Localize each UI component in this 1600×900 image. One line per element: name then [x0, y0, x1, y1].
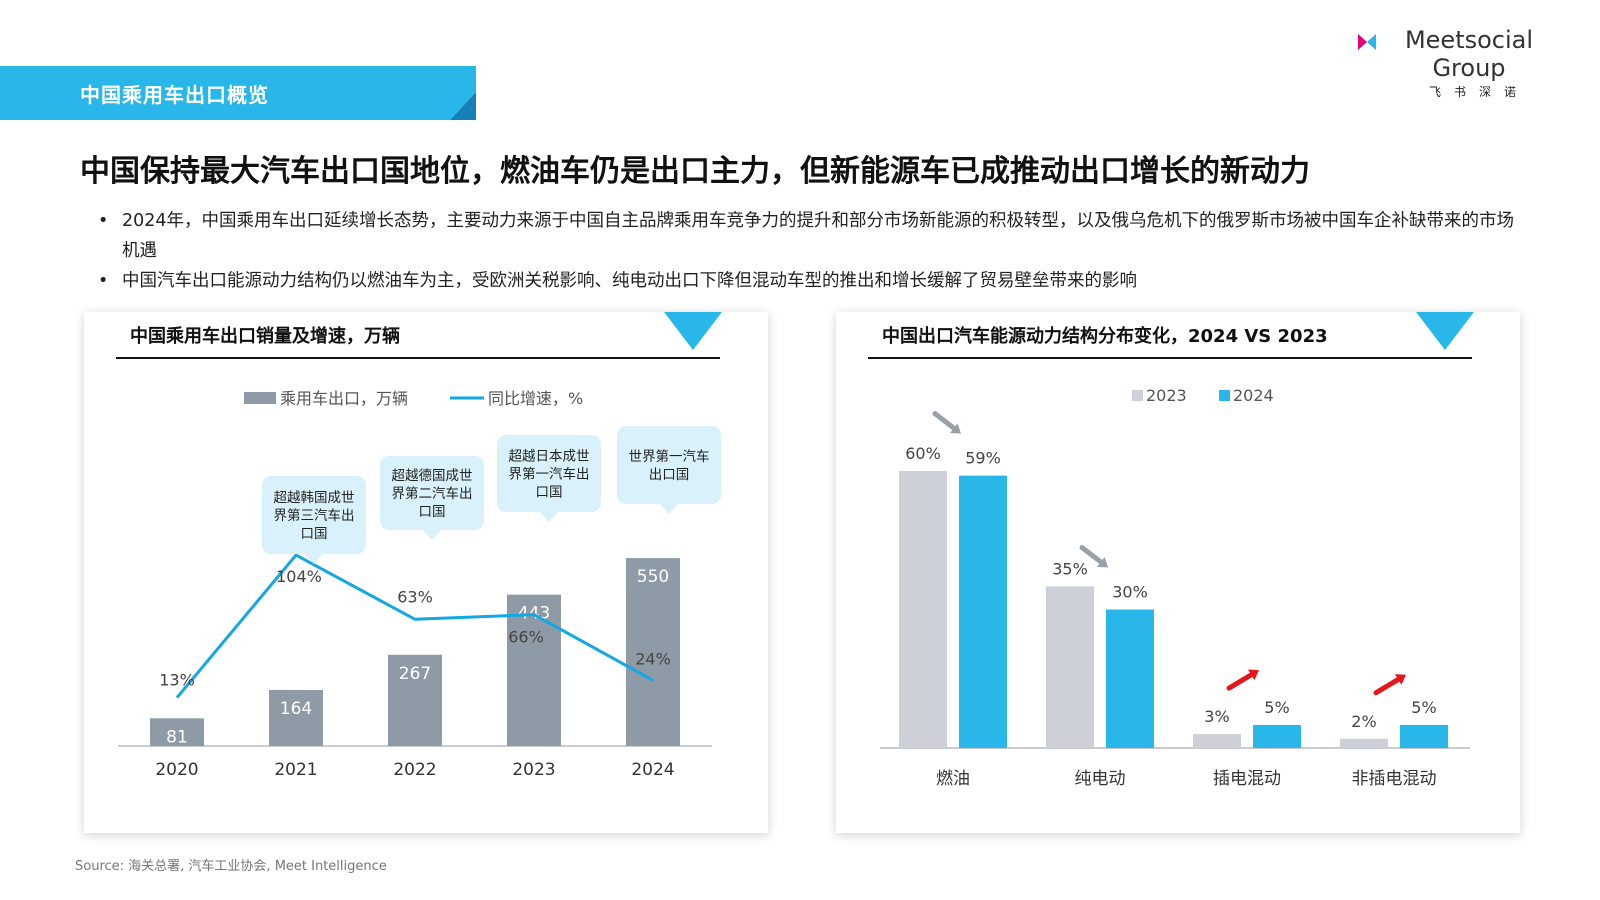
bullet-text: 2024年，中国乘用车出口延续增长态势，主要动力来源于中国自主品牌乘用车竞争力的… [122, 211, 1515, 261]
bar-value-label: 81 [166, 727, 188, 747]
milestone-callout-text: 口国 [536, 485, 563, 501]
milestone-callout-text: 出口国 [649, 467, 690, 483]
x-tick-label: 纯电动 [1075, 769, 1126, 789]
bar-2024-label: 30% [1112, 583, 1148, 602]
milestone-callout-text: 超越日本成世 [509, 449, 590, 465]
x-tick-label: 2023 [512, 760, 555, 780]
trend-arrow-icon [1226, 670, 1258, 691]
section-tag: 中国乘用车出口概览 [0, 66, 476, 120]
bar-2023 [1340, 738, 1388, 748]
callout-pointer [660, 504, 678, 514]
x-tick-label: 2020 [155, 760, 198, 780]
legend-bar-swatch [244, 392, 276, 404]
brand-logo: Meetsocial Group 飞书深诺 [1358, 26, 1562, 100]
callout-pointer [305, 554, 323, 564]
corner-marker-icon [1416, 312, 1474, 350]
callout-pointer [423, 530, 441, 540]
legend-2024-label: 2024 [1233, 386, 1274, 405]
energy-structure-chart-panel: 中国出口汽车能源动力结构分布变化，2024 VS 2023 2023 2024 60%… [836, 312, 1520, 833]
trend-arrow-icon [1079, 545, 1107, 567]
bar-2023 [1193, 734, 1241, 748]
bar-export-volume [388, 654, 442, 746]
legend-line-label: 同比增速，% [488, 389, 583, 408]
x-tick-label: 燃油 [936, 769, 970, 789]
summary-bullets: • 2024年，中国乘用车出口延续增长态势，主要动力来源于中国自主品牌乘用车竞争力… [98, 206, 1518, 296]
trend-arrow-icon [932, 411, 960, 434]
corner-marker-icon [664, 312, 722, 350]
bar-value-label: 164 [280, 699, 312, 719]
chart-title: 中国出口汽车能源动力结构分布变化，2024 VS 2023 [882, 325, 1328, 347]
growth-rate-label: 104% [276, 567, 322, 586]
milestone-callout [262, 476, 366, 554]
bullet-item: • 中国汽车出口能源动力结构仍以燃油车为主，受欧洲关税影响、纯电动出口下降但混动车… [98, 266, 1518, 296]
growth-rate-label: 24% [635, 649, 671, 668]
bar-2024-label: 5% [1264, 698, 1289, 717]
bar-2024 [1106, 609, 1154, 748]
page-headline: 中国保持最大汽车出口国地位，燃油车仍是出口主力，但新能源车已成推动出口增长的新动… [80, 154, 1310, 189]
legend-2024-swatch [1219, 390, 1230, 401]
bar-2024 [959, 475, 1007, 748]
legend-bar-label: 乘用车出口，万辆 [280, 389, 408, 408]
milestone-callout-text: 口国 [301, 526, 328, 542]
x-tick-label: 2024 [631, 760, 674, 780]
bar-export-volume [269, 689, 323, 746]
callout-pointer [540, 512, 558, 522]
milestone-callout [380, 456, 484, 530]
logo-mark-icon [1358, 34, 1376, 50]
bar-2023-label: 3% [1204, 707, 1229, 726]
growth-rate-line [175, 553, 654, 699]
milestone-callout-text: 口国 [419, 504, 446, 520]
trend-arrowhead-icon [950, 423, 961, 434]
bar-2024-label: 59% [965, 449, 1001, 468]
bar-2024 [1253, 724, 1301, 748]
legend-2023-label: 2023 [1146, 386, 1187, 405]
export-volume-chart-panel: 中国乘用车出口销量及增速，万辆乘用车出口，万辆 同比增速，% 81 2020 164 20… [84, 312, 768, 833]
source-note: Source: 海关总署, 汽车工业协会, Meet Intelligence [75, 859, 387, 874]
growth-rate-label: 63% [397, 587, 433, 606]
bar-2023-label: 35% [1052, 559, 1088, 578]
trend-arrowhead-icon [1097, 557, 1108, 568]
section-tag-label: 中国乘用车出口概览 [80, 83, 269, 107]
bullet-text: 中国汽车出口能源动力结构仍以燃油车为主，受欧洲关税影响、纯电动出口下降但混动车型… [122, 271, 1137, 291]
milestone-callout-text: 世界第一汽车 [629, 448, 710, 465]
trend-arrowhead-icon [1395, 674, 1406, 685]
milestone-callout [617, 426, 721, 504]
bar-export-volume [150, 718, 204, 746]
bar-value-label: 267 [399, 664, 431, 684]
bar-2023 [1046, 586, 1094, 748]
growth-rate-label: 13% [159, 671, 195, 690]
bar-2023-label: 2% [1351, 712, 1376, 731]
milestone-callout-text: 界第二汽车出 [392, 485, 473, 502]
bullet-dot-icon: • [98, 271, 109, 291]
energy-structure-chart: 中国出口汽车能源动力结构分布变化，2024 VS 2023 2023 2024 60%… [868, 312, 1474, 789]
chart-title: 中国乘用车出口销量及增速，万辆 [130, 325, 400, 347]
growth-rate-label: 66% [508, 628, 544, 647]
milestone-callout-text: 界第三汽车出 [274, 507, 355, 524]
milestone-callout-text: 超越德国成世 [392, 468, 473, 484]
bar-2024 [1400, 724, 1448, 748]
bullet-item: • 2024年，中国乘用车出口延续增长态势，主要动力来源于中国自主品牌乘用车竞争力… [98, 206, 1518, 266]
milestone-callout-text: 超越韩国成世 [274, 490, 355, 506]
milestone-callout [497, 435, 601, 512]
bar-value-label: 550 [637, 567, 669, 587]
x-tick-label: 2021 [274, 760, 317, 780]
x-tick-label: 非插电混动 [1352, 769, 1437, 789]
trend-arrowhead-icon [1248, 669, 1259, 681]
logo-name: Meetsocial Group [1404, 26, 1534, 82]
logo-subtitle: 飞书深诺 [1428, 85, 1529, 99]
bar-export-volume [626, 558, 680, 746]
bullet-dot-icon: • [98, 211, 109, 231]
bar-2024-label: 5% [1411, 698, 1436, 717]
bar-2023 [899, 471, 947, 748]
trend-arrow-icon [1373, 674, 1405, 696]
milestone-callout-text: 界第一汽车出 [509, 466, 590, 483]
x-tick-label: 插电混动 [1213, 769, 1281, 789]
bar-2023-label: 60% [905, 444, 941, 463]
section-tag-background [0, 66, 476, 120]
x-tick-label: 2022 [393, 760, 436, 780]
bar-export-volume [507, 594, 561, 746]
legend-2023-swatch [1132, 390, 1143, 401]
